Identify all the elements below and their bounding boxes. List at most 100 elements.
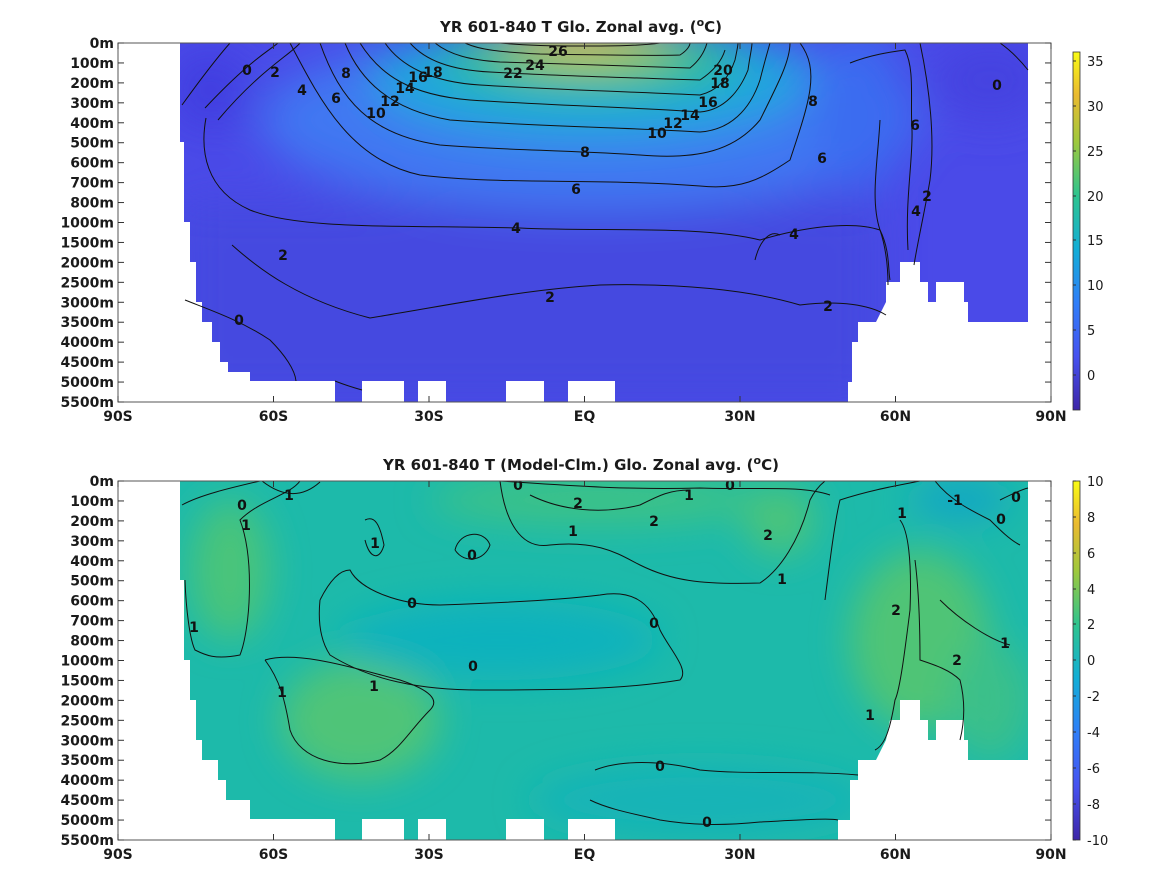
colorbar-tick: -6 (1087, 762, 1100, 777)
svg-text:24: 24 (525, 58, 545, 74)
x-tick-label: 30S (414, 847, 444, 863)
svg-text:1: 1 (568, 524, 578, 540)
heatmap-bottom: 0 1 1 1 0 0 2 2 1 1 0 2 1 1 -1 0 0 0 0 0 (118, 478, 1051, 840)
svg-text:0: 0 (468, 659, 478, 675)
svg-text:16: 16 (698, 95, 717, 111)
y-tick-label: 100m (70, 494, 114, 510)
svg-text:4: 4 (297, 83, 307, 99)
y-tick-label: 5500m (60, 395, 114, 411)
colorbar-ticks-bottom: 10 8 6 4 2 0 -2 -4 -6 -8 -10 (1073, 475, 1108, 849)
svg-text:4: 4 (511, 221, 521, 237)
x-tick-label: EQ (574, 847, 596, 863)
svg-text:0: 0 (992, 78, 1002, 94)
colorbar-ticks-top: 35 30 25 20 15 10 5 0 (1073, 55, 1104, 384)
colorbar-tick: 2 (1087, 618, 1095, 633)
svg-text:6: 6 (331, 91, 341, 107)
y-tick-label: 200m (70, 76, 114, 92)
y-tick-label: 300m (70, 534, 114, 550)
y-tick-label: 3500m (60, 753, 114, 769)
y-tick-label: 800m (70, 634, 114, 650)
colorbar-tick: 0 (1087, 654, 1095, 669)
y-tick-label: 200m (70, 514, 114, 530)
y-tick-label: 2500m (60, 275, 114, 291)
svg-text:4: 4 (911, 204, 921, 220)
y-tick-label: 700m (70, 176, 114, 192)
y-tick-label: 300m (70, 96, 114, 112)
y-tick-label: 2500m (60, 713, 114, 729)
y-tick-label: 500m (70, 136, 114, 152)
y-tick-label: 0m (90, 36, 114, 52)
y-tick-label: 4000m (60, 335, 114, 351)
svg-text:1: 1 (897, 506, 907, 522)
y-tick-label: 800m (70, 196, 114, 212)
colorbar-tick: 8 (1087, 511, 1095, 526)
svg-text:6: 6 (571, 182, 581, 198)
axes-bottom: 90S 60S 30S EQ 30N 60N 90N 0m 100m 200m 300m 400m 50… (60, 474, 1066, 863)
y-tick-label: 500m (70, 574, 114, 590)
svg-text:26: 26 (548, 44, 567, 60)
contour-labels-bottom: 0 1 1 1 0 0 2 2 1 1 0 2 1 1 -1 0 0 0 0 0 (189, 478, 1021, 831)
svg-text:2: 2 (545, 290, 555, 306)
colorbar-tick: 0 (1087, 369, 1095, 384)
svg-text:20: 20 (713, 63, 733, 79)
svg-text:0: 0 (996, 512, 1006, 528)
x-tick-label: 60S (259, 409, 289, 425)
colorbar-tick: -8 (1087, 798, 1100, 813)
svg-text:18: 18 (423, 65, 442, 81)
y-tick-label: 5000m (60, 375, 114, 391)
contour-labels-top: 26 24 22 20 18 18 16 16 14 14 12 12 10 1… (234, 44, 1002, 329)
x-tick-label: 60N (880, 409, 911, 425)
svg-text:1: 1 (369, 679, 379, 695)
x-tick-label: 60N (880, 847, 911, 863)
svg-text:2: 2 (573, 496, 583, 512)
x-tick-label: EQ (574, 409, 596, 425)
colorbar-tick: 15 (1087, 234, 1104, 249)
svg-text:2: 2 (649, 514, 659, 530)
svg-text:-1: -1 (947, 493, 963, 509)
y-tick-label: 2000m (60, 255, 114, 271)
svg-text:16: 16 (408, 70, 427, 86)
svg-text:8: 8 (341, 66, 351, 82)
y-tick-label: 3000m (60, 295, 114, 311)
svg-text:18: 18 (710, 76, 729, 92)
svg-text:0: 0 (649, 616, 659, 632)
svg-text:1: 1 (684, 488, 694, 504)
x-tick-label: 90S (103, 847, 133, 863)
svg-text:22: 22 (503, 66, 522, 82)
y-tick-label: 5000m (60, 813, 114, 829)
panel-top: YR 601-840 T Glo. Zonal avg. (oC) (60, 16, 1103, 425)
x-tick-label: 90N (1035, 847, 1066, 863)
y-tick-label: 400m (70, 554, 114, 570)
svg-text:2: 2 (952, 653, 962, 669)
y-tick-label: 5500m (60, 833, 114, 849)
svg-text:1: 1 (189, 620, 199, 636)
svg-text:2: 2 (763, 528, 773, 544)
y-tick-label: 2000m (60, 693, 114, 709)
svg-text:0: 0 (655, 759, 665, 775)
colorbar-tick: 10 (1087, 279, 1104, 294)
y-tick-label: 600m (70, 594, 114, 610)
svg-text:0: 0 (702, 815, 712, 831)
colorbar-tick: 4 (1087, 583, 1095, 598)
y-tick-label: 3500m (60, 315, 114, 331)
svg-text:6: 6 (817, 151, 827, 167)
colorbar-tick: 6 (1087, 547, 1095, 562)
axes-top: 90S 60S 30S EQ 30N 60N 90N 0m 100m 200m 300m 400m 50… (60, 36, 1066, 425)
svg-text:1: 1 (777, 572, 787, 588)
x-tick-label: 90S (103, 409, 133, 425)
svg-text:10: 10 (366, 106, 386, 122)
svg-text:8: 8 (580, 145, 590, 161)
svg-text:0: 0 (1011, 490, 1021, 506)
colorbar-tick: 10 (1087, 475, 1104, 490)
svg-text:1: 1 (241, 518, 251, 534)
colorbar-tick: 20 (1087, 190, 1104, 205)
svg-text:0: 0 (513, 478, 523, 494)
y-tick-label: 3000m (60, 733, 114, 749)
y-tick-label: 1000m (60, 216, 114, 232)
y-tick-label: 4500m (60, 355, 114, 371)
y-tick-label: 1000m (60, 654, 114, 670)
y-tick-label: 1500m (60, 673, 114, 689)
colorbar-tick: -4 (1087, 726, 1100, 741)
land-mask-bottom (118, 481, 1051, 840)
colorbar-tick: -2 (1087, 690, 1100, 705)
